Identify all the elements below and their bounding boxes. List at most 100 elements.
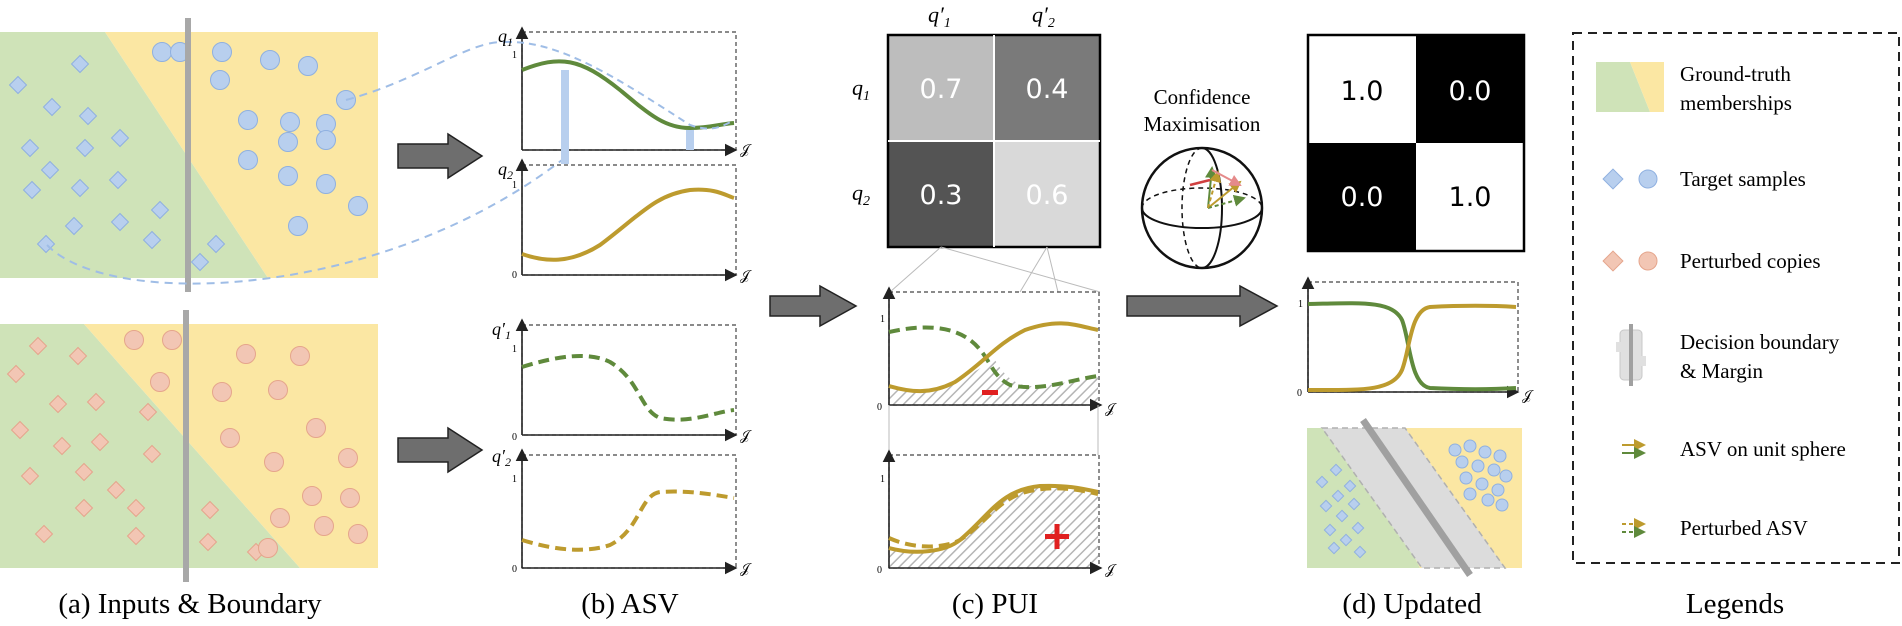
diamond-marker xyxy=(28,336,48,356)
tick-one: 1 xyxy=(880,474,885,485)
diamond-marker xyxy=(48,394,68,414)
decision-boundary xyxy=(1360,418,1473,577)
axis-label-q1: q xyxy=(498,26,507,46)
legend-label: Decision boundary xyxy=(1680,330,1840,354)
diamond-marker xyxy=(106,480,126,500)
asv-arrow-icon xyxy=(1622,439,1646,459)
connector-line xyxy=(889,246,942,293)
asv-bar-q2 xyxy=(686,130,694,150)
asv-bar-q1 xyxy=(561,70,569,150)
diamond-marker xyxy=(142,444,162,464)
circle-marker xyxy=(238,150,258,170)
tick-one: 1 xyxy=(880,314,885,325)
caption-b: (b) ASV xyxy=(581,588,679,620)
circle-marker xyxy=(1463,487,1477,501)
diamond-marker xyxy=(150,200,170,220)
matrix-col-sub-2: 2 xyxy=(1048,16,1055,31)
zoom-connector-curve xyxy=(504,40,735,130)
svg-text:q2: q2 xyxy=(498,159,513,182)
diamond-marker xyxy=(20,138,40,158)
diamond-marker xyxy=(1329,463,1343,477)
updated-curve-q2 xyxy=(1307,303,1517,393)
circle-marker xyxy=(260,50,280,70)
updated-cell-1-1 xyxy=(1416,143,1524,251)
circle-marker xyxy=(268,380,288,400)
diamond-marker xyxy=(74,498,94,518)
diamond-marker xyxy=(1343,479,1357,493)
updated-domain-plot xyxy=(1307,418,1522,577)
circle-marker xyxy=(212,382,232,402)
updated-asv-plot: 1 0 𝒥 xyxy=(1297,276,1534,404)
circle-marker xyxy=(348,524,368,544)
axis-x-symbol: 𝒥 xyxy=(740,269,752,284)
circle-marker xyxy=(1491,483,1505,497)
legend-label: Target samples xyxy=(1680,167,1806,191)
tick-one: 1 xyxy=(512,474,517,485)
legend-label: & Margin xyxy=(1680,359,1764,383)
diamond-marker xyxy=(1323,523,1337,537)
matrix-row-sub-1: 1 xyxy=(863,89,870,104)
arrow-a-to-b-top xyxy=(397,132,484,180)
diamond-marker xyxy=(78,106,98,126)
circle-marker xyxy=(280,112,300,132)
axis-x-symbol: 𝒥 xyxy=(740,143,752,158)
panel-d-updated: 1.0 0.0 0.0 1.0 1 0 𝒥 (d) Updated xyxy=(1297,33,1534,620)
circle-marker xyxy=(340,488,360,508)
circle-marker xyxy=(210,70,230,90)
matrix-row-label-2: q xyxy=(852,180,863,205)
caption-a: (a) Inputs & Boundary xyxy=(58,588,322,620)
circle-marker xyxy=(124,330,144,350)
circle-marker xyxy=(290,346,310,366)
circle-marker xyxy=(152,42,172,62)
axis-label-q2p-sub: 2 xyxy=(505,455,511,469)
curve-q2-perturbed xyxy=(521,489,735,552)
updated-cell-0-1 xyxy=(1416,35,1524,143)
green-region xyxy=(0,324,300,568)
svg-text:q1: q1 xyxy=(498,26,513,49)
perturbed-domain-plot xyxy=(0,310,378,582)
circle-marker xyxy=(258,538,278,558)
diamond-marker-icon xyxy=(1602,250,1624,272)
tick-zero: 0 xyxy=(512,270,517,281)
axis-x-symbol: 𝒥 xyxy=(1105,563,1117,578)
diamond-marker xyxy=(206,234,226,254)
circle-marker xyxy=(314,516,334,536)
diamond-marker xyxy=(1331,489,1345,503)
diamond-marker xyxy=(142,230,162,250)
axis-x-symbol: 𝒥 xyxy=(1522,389,1534,404)
circle-marker xyxy=(1459,471,1473,485)
diamond-marker xyxy=(6,364,26,384)
legend-label: memberships xyxy=(1680,91,1792,115)
target-circle-markers xyxy=(152,42,368,236)
diamond-marker xyxy=(34,524,54,544)
legend-label: Perturbed copies xyxy=(1680,249,1821,273)
circle-marker xyxy=(220,428,240,448)
updated-cell-0-0 xyxy=(1308,35,1416,143)
svg-text:q′2: q′2 xyxy=(1032,2,1055,31)
diamond-marker xyxy=(110,128,130,148)
circle-marker xyxy=(1493,449,1507,463)
updated-value-0-0: 1.0 xyxy=(1341,76,1384,107)
diamond-marker xyxy=(1339,533,1353,547)
tick-one: 1 xyxy=(512,50,517,61)
axis-x-symbol: 𝒥 xyxy=(1105,402,1117,417)
tick-zero: 0 xyxy=(877,565,882,576)
green-region xyxy=(0,32,268,278)
hatched-overlap-area xyxy=(889,485,1098,568)
diamond-marker xyxy=(198,532,218,552)
curve-q2 xyxy=(521,187,735,262)
diamond-marker xyxy=(90,432,110,452)
svg-text:q2: q2 xyxy=(852,180,870,209)
circle-marker xyxy=(1495,498,1509,512)
matrix-col-label-2: q′ xyxy=(1032,2,1049,27)
perturbed-diamond-markers xyxy=(6,336,266,562)
circle-marker xyxy=(302,486,322,506)
circle-marker xyxy=(1481,493,1495,507)
target-circle-markers xyxy=(1448,439,1513,512)
pui-matrix: 0.7 0.4 0.3 0.6 q′1 q′2 q1 q2 xyxy=(852,2,1102,249)
circle-marker xyxy=(1448,443,1462,457)
sphere-title-line2: Maximisation xyxy=(1144,112,1261,136)
target-domain-plot xyxy=(0,18,378,292)
diamond-marker xyxy=(1351,521,1365,535)
